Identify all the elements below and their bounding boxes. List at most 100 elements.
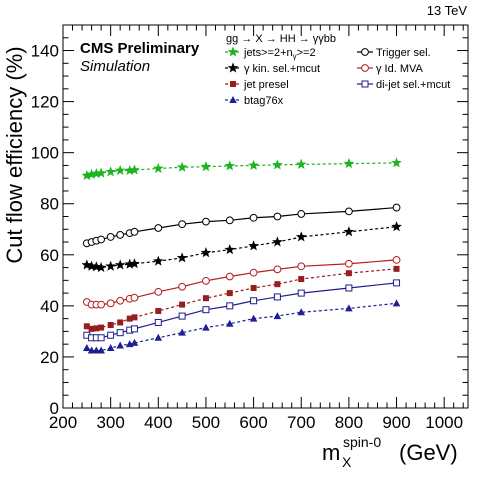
data-point xyxy=(178,328,186,336)
data-point xyxy=(202,276,210,285)
data-point xyxy=(250,284,257,291)
x-tick-label: 500 xyxy=(192,413,220,432)
series-5 xyxy=(83,279,401,342)
x-tick-label: 700 xyxy=(287,413,315,432)
data-point xyxy=(107,322,114,329)
data-point xyxy=(345,284,353,292)
data-point xyxy=(393,279,401,287)
data-point xyxy=(126,315,133,322)
x-tick-label: 1000 xyxy=(425,413,463,432)
data-point xyxy=(248,240,259,251)
data-point xyxy=(176,161,188,172)
data-point xyxy=(130,293,139,302)
data-point xyxy=(225,216,234,225)
x-tick-label: 800 xyxy=(335,413,363,432)
data-point xyxy=(179,301,186,308)
data-point xyxy=(152,255,164,266)
y-tick-label: 60 xyxy=(40,246,59,265)
legend-entry: jets>=2+nγ>=2 xyxy=(225,46,316,61)
data-point xyxy=(86,260,97,271)
legend-label: γ kin. sel.+mcut xyxy=(244,63,320,75)
x-tick-label: 300 xyxy=(96,413,124,432)
data-point xyxy=(116,329,124,337)
legend: jets>=2+nγ>=2 γ kin. sel.+mcut jet presel b… xyxy=(225,46,450,107)
data-point xyxy=(116,296,125,305)
legend-marker xyxy=(227,62,239,73)
legend-marker xyxy=(361,64,369,72)
data-point xyxy=(114,259,126,270)
data-point xyxy=(344,259,353,268)
data-point xyxy=(391,157,402,168)
y-tick-label: 80 xyxy=(40,195,59,214)
legend-marker xyxy=(361,80,369,88)
data-point xyxy=(116,230,125,239)
data-point xyxy=(297,210,306,218)
data-point xyxy=(131,314,138,321)
data-point xyxy=(154,333,163,341)
data-point xyxy=(95,167,107,178)
x-tick-label: 600 xyxy=(239,413,267,432)
data-point xyxy=(97,346,105,354)
legend-entry: jet presel xyxy=(225,79,289,91)
data-point xyxy=(105,260,116,271)
data-point xyxy=(124,164,136,176)
data-point xyxy=(273,212,282,221)
data-point xyxy=(250,297,258,305)
data-point xyxy=(97,334,105,342)
y-tick-label: 120 xyxy=(31,93,59,112)
legend-entry: γ Id. MVA xyxy=(357,63,424,75)
legend-marker xyxy=(230,81,236,87)
data-point xyxy=(393,265,400,272)
data-point xyxy=(106,233,115,241)
series-6 xyxy=(83,299,401,354)
data-point xyxy=(130,227,139,236)
legend-label: jet presel xyxy=(243,79,289,91)
data-point xyxy=(98,324,105,331)
data-point xyxy=(202,217,210,226)
data-point xyxy=(297,289,305,297)
series-0 xyxy=(82,203,401,248)
process-label: gg → X → HH → γγbb xyxy=(226,33,336,45)
x-axis-label-main: m xyxy=(322,440,340,465)
data-point xyxy=(91,168,102,179)
data-point xyxy=(97,235,106,244)
data-point xyxy=(202,323,210,331)
legend-label: γ Id. MVA xyxy=(376,63,424,75)
data-point xyxy=(88,325,95,332)
x-tick-label: 900 xyxy=(382,413,410,432)
data-point xyxy=(95,261,107,273)
legend-marker xyxy=(229,96,237,103)
data-point xyxy=(97,300,106,309)
data-point xyxy=(106,343,115,351)
data-point xyxy=(83,323,90,330)
data-point xyxy=(298,276,305,283)
data-point xyxy=(343,226,355,237)
data-point xyxy=(129,164,140,175)
x-axis-label-sup: spin-0 xyxy=(343,434,381,450)
legend-entry: di-jet sel.+mcut xyxy=(357,79,450,91)
data-point xyxy=(345,270,352,277)
data-point xyxy=(392,203,401,212)
data-point xyxy=(114,164,126,176)
data-point xyxy=(295,158,307,169)
experiment-label: CMS Preliminary xyxy=(80,40,200,57)
x-tick-label: 400 xyxy=(144,413,172,432)
energy-label: 13 TeV xyxy=(427,3,468,18)
y-tick-label: 20 xyxy=(40,348,59,367)
data-point xyxy=(130,325,138,333)
data-point xyxy=(224,160,236,171)
data-point xyxy=(345,304,353,312)
data-point xyxy=(107,331,115,339)
data-point xyxy=(202,306,210,314)
x-tick-label: 200 xyxy=(49,413,77,432)
data-point xyxy=(343,158,355,169)
series-4 xyxy=(83,265,400,332)
data-point xyxy=(272,236,283,247)
data-point xyxy=(273,265,282,274)
y-tick-label: 40 xyxy=(40,297,59,316)
legend-entry: btag76x xyxy=(225,95,284,107)
legend-label: Trigger sel. xyxy=(376,47,431,59)
data-point xyxy=(273,293,281,301)
data-point xyxy=(391,221,402,232)
